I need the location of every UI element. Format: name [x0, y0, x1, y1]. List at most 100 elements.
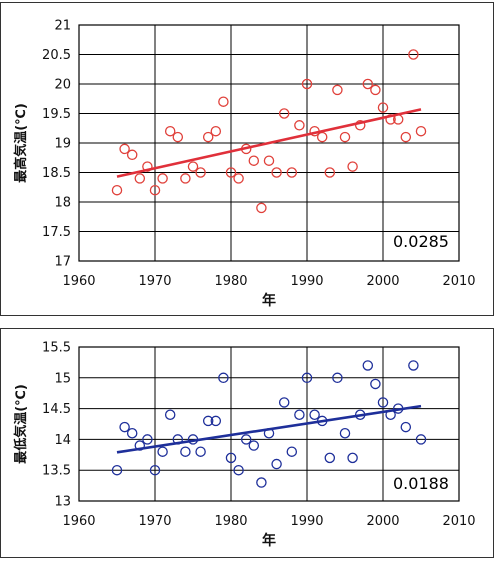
data-point: [202, 131, 214, 143]
y-tick-label: 17: [54, 255, 71, 270]
data-point: [332, 372, 343, 384]
x-tick-label: 2010: [442, 514, 475, 529]
data-point: [195, 446, 206, 457]
data-point: [149, 184, 161, 196]
data-point: [149, 464, 161, 476]
chart-panel-min-temp: 1960 1970 1980 1990 2000 2010 13 13.5 14 14.5 15 15…: [0, 328, 494, 558]
x-tick-label: 1960: [62, 274, 95, 289]
data-point: [225, 452, 237, 464]
data-point: [294, 409, 305, 421]
data-point: [134, 173, 146, 184]
data-point: [126, 149, 138, 161]
data-point: [180, 446, 191, 457]
data-point: [126, 427, 138, 439]
x-axis-label: 年: [262, 532, 276, 549]
data-point: [354, 120, 366, 131]
data-point: [309, 409, 320, 421]
y-tick-label: 21: [54, 19, 71, 34]
x-tick-label: 1990: [290, 274, 323, 289]
data-point: [233, 173, 244, 184]
data-point: [415, 434, 427, 445]
data-point: [225, 167, 237, 178]
data-point: [157, 173, 168, 184]
y-tick-label: 15.5: [42, 341, 71, 356]
data-point: [332, 84, 343, 96]
data-point: [218, 372, 229, 384]
data-point: [278, 397, 290, 408]
data-point: [408, 360, 419, 371]
x-tick-label: 1970: [138, 514, 171, 529]
data-point: [339, 131, 351, 143]
x-tick-label: 2000: [366, 514, 399, 529]
chart-panel-max-temp: 1960 1970 1980 1990 2000 2010 17 17.5 18 18.5 19 19…: [0, 2, 494, 316]
data-point: [324, 167, 336, 178]
data-point: [362, 78, 374, 90]
x-tick-label: 1980: [214, 514, 247, 529]
data-point: [119, 143, 130, 155]
data-point: [347, 161, 358, 172]
data-point: [324, 452, 336, 464]
y-tick-label: 18.5: [42, 166, 71, 181]
data-point: [256, 202, 267, 214]
data-point: [408, 49, 419, 60]
data-point: [119, 421, 130, 433]
data-point: [111, 464, 123, 476]
x-tick-label: 1970: [138, 274, 171, 289]
data-point: [278, 108, 290, 119]
x-tick-label: 1990: [290, 514, 323, 529]
y-tick-label: 17.5: [42, 225, 71, 240]
trend-slope-annotation: 0.0188: [393, 474, 449, 493]
data-point: [172, 131, 184, 143]
max-temp-chart: 1960 1970 1980 1990 2000 2010 17 17.5 18 18.5 19 19…: [13, 19, 476, 310]
data-point: [370, 378, 381, 390]
data-point: [370, 84, 381, 96]
data-point: [111, 184, 123, 196]
y-tick-label: 20.5: [42, 48, 71, 63]
data-point: [271, 167, 282, 178]
data-point: [187, 161, 199, 172]
y-tick-label: 13.5: [42, 464, 71, 479]
y-tick-label: 18: [54, 196, 71, 211]
y-tick-label: 20: [54, 78, 71, 93]
data-point: [301, 372, 313, 384]
data-point: [377, 397, 389, 408]
data-point: [400, 131, 412, 143]
data-point: [164, 125, 176, 137]
data-point: [339, 427, 351, 439]
x-axis-label: 年: [262, 292, 276, 309]
y-tick-label: 13: [54, 495, 71, 510]
plot-area: [78, 346, 460, 502]
data-point: [400, 421, 412, 433]
x-tick-label: 2010: [442, 274, 475, 289]
data-point: [210, 125, 222, 137]
data-point: [301, 78, 313, 90]
data-point: [294, 120, 305, 131]
data-point: [415, 125, 427, 137]
data-point: [248, 155, 260, 166]
data-point: [164, 409, 176, 421]
y-axis-label: 最低気温(℃): [13, 384, 29, 464]
data-point: [240, 434, 252, 445]
y-axis-label: 最高気温(℃): [13, 103, 29, 183]
trend-slope-annotation: 0.0285: [393, 232, 449, 251]
data-point: [286, 167, 298, 178]
y-tick-label: 19: [54, 137, 71, 152]
data-point: [218, 96, 229, 107]
y-tick-label: 19.5: [42, 107, 71, 122]
data-point: [271, 458, 282, 470]
data-point: [233, 464, 244, 476]
data-point: [210, 415, 222, 427]
data-point: [157, 446, 168, 457]
data-point: [142, 434, 153, 445]
data-point: [202, 415, 214, 427]
data-point: [248, 440, 260, 451]
data-point: [377, 102, 389, 113]
data-point: [256, 477, 267, 488]
x-tick-label: 1980: [214, 274, 247, 289]
y-tick-label: 15: [54, 371, 71, 386]
data-point: [195, 167, 206, 178]
y-tick-label: 14.5: [42, 402, 71, 417]
y-tick-label: 14: [54, 433, 71, 448]
x-tick-label: 1960: [62, 514, 95, 529]
data-point: [180, 173, 191, 184]
